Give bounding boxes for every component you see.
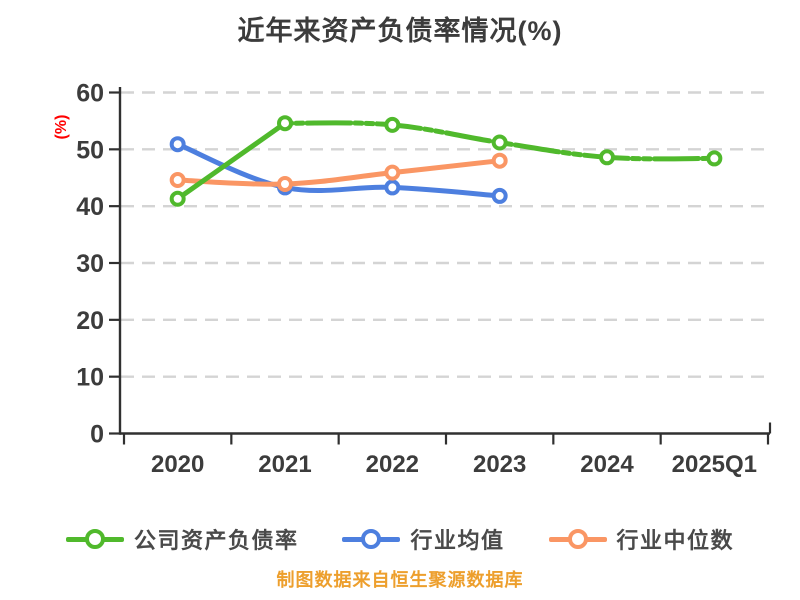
data-point-marker <box>169 136 186 153</box>
x-tick-label: 2023 <box>473 451 526 478</box>
x-tick-label: 2020 <box>151 451 204 478</box>
y-axis-unit-label: (%) <box>53 115 70 140</box>
legend-item-industry-median: 行业中位数 <box>548 523 735 555</box>
legend-line-circle-marker-icon <box>65 527 124 551</box>
legend-dot-swatch <box>567 529 588 549</box>
data-point-marker <box>169 172 186 189</box>
series-line-2 <box>175 158 503 187</box>
data-point-marker <box>384 179 401 196</box>
series-line-1 <box>175 141 503 199</box>
data-source-note: 制图数据来自恒生聚源数据库 <box>276 570 524 590</box>
data-point-marker <box>277 115 293 132</box>
y-tick-label: 50 <box>76 136 104 164</box>
legend-item-industry-average: 行业均值 <box>342 523 504 555</box>
y-tick-label: 0 <box>90 421 104 449</box>
data-point-marker <box>491 134 508 151</box>
legend-item-company-debt-ratio: 公司资产负债率 <box>65 523 299 555</box>
x-tick-label: 2024 <box>580 451 634 478</box>
chart-legend: 公司资产负债率 行业均值 行业中位数 <box>0 523 800 555</box>
y-tick-label: 30 <box>76 250 104 278</box>
x-tick-label: 2021 <box>258 451 311 478</box>
data-point-marker <box>491 187 508 204</box>
x-tick-label: 2025Q1 <box>672 451 757 478</box>
legend-dot-swatch <box>84 529 105 549</box>
legend-line-circle-marker-icon <box>548 527 607 551</box>
y-tick-label: 40 <box>76 193 104 221</box>
data-point-marker <box>169 190 186 207</box>
chart-title: 近年来资产负债率情况(%) <box>237 16 563 46</box>
x-tick-label: 2022 <box>366 451 419 478</box>
series-line-0 <box>175 120 288 202</box>
data-point-marker <box>706 150 723 167</box>
data-point-marker <box>277 176 293 193</box>
legend-label-industry-average: 行业均值 <box>410 528 505 553</box>
data-point-marker <box>599 149 615 166</box>
legend-dot-swatch <box>361 529 382 549</box>
y-tick-label: 20 <box>76 307 104 335</box>
data-point-marker <box>491 152 508 169</box>
legend-label-industry-median: 行业中位数 <box>616 528 735 553</box>
legend-label-company-debt-ratio: 公司资产负债率 <box>133 528 299 553</box>
legend-line-circle-marker-icon <box>342 527 401 551</box>
y-tick-label: 10 <box>76 364 104 392</box>
y-tick-label: 60 <box>76 80 104 108</box>
data-point-marker <box>384 164 401 181</box>
data-point-marker <box>384 116 401 133</box>
